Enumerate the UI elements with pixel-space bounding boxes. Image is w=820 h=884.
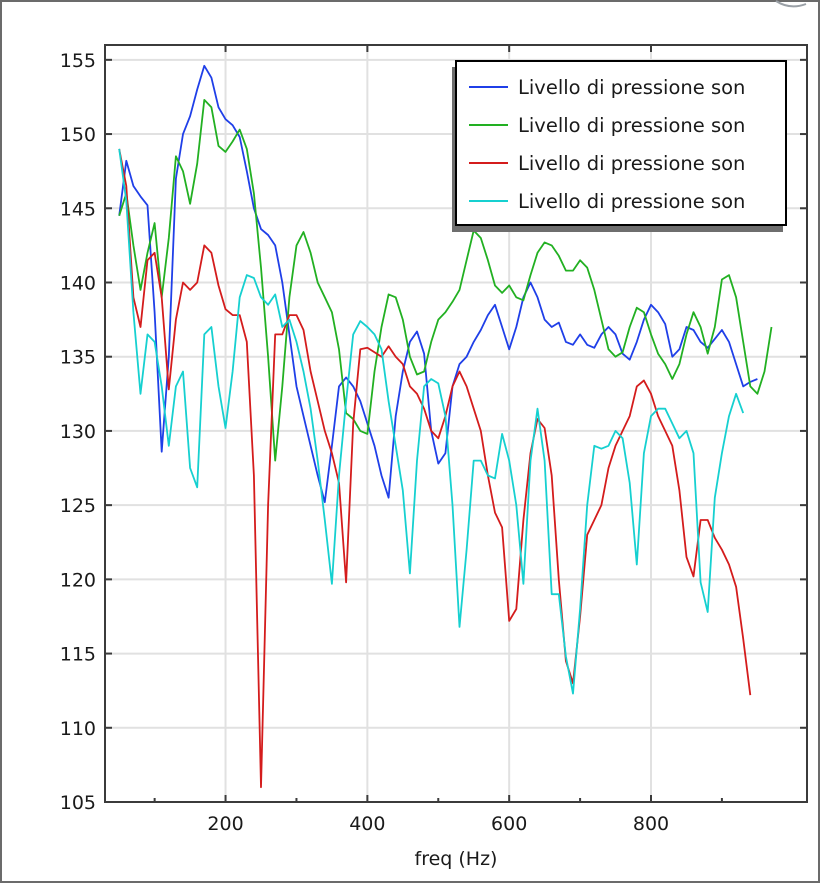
grid — [105, 45, 807, 803]
legend-label: Livello di pressione son — [518, 152, 745, 175]
x-tick-label: 600 — [491, 813, 527, 835]
legend-label: Livello di pressione son — [518, 76, 745, 99]
series-lines — [118, 64, 773, 789]
legend-item-4[interactable]: Livello di pressione son — [469, 190, 745, 213]
legend-item-1[interactable]: Livello di pressione son — [469, 76, 745, 99]
x-tick-label: 200 — [207, 813, 243, 835]
corner-icon — [775, 0, 807, 8]
legend-item-3[interactable]: Livello di pressione son — [469, 152, 745, 175]
y-tick-label: 105 — [60, 792, 96, 814]
y-tick-label: 125 — [60, 495, 96, 517]
tick-labels: 105 110 115 120 125 130 135 140 145 150 155 200 400 6… — [60, 50, 669, 835]
axis-ticks — [105, 45, 807, 803]
legend-label: Livello di pressione son — [518, 190, 745, 213]
legend-box — [455, 60, 787, 226]
y-tick-label: 145 — [60, 198, 96, 220]
legend-item-2[interactable]: Livello di pressione son — [469, 114, 745, 137]
y-tick-label: 150 — [60, 124, 96, 146]
series-line-3 — [118, 148, 752, 789]
series-line-2 — [118, 99, 773, 462]
x-tick-label: 800 — [633, 813, 669, 835]
series-line-1 — [118, 64, 758, 504]
y-tick-label: 155 — [60, 50, 96, 72]
y-tick-label: 140 — [60, 272, 96, 294]
legend[interactable]: Livello di pressione son Livello di press… — [452, 60, 787, 232]
legend-label: Livello di pressione son — [518, 114, 745, 137]
y-tick-label: 130 — [60, 421, 96, 443]
series-line-4 — [118, 148, 745, 695]
plot-border — [104, 44, 808, 803]
x-axis-label: freq (Hz) — [415, 848, 498, 870]
y-tick-label: 120 — [60, 569, 96, 591]
y-tick-label: 135 — [60, 347, 96, 369]
y-tick-label: 110 — [60, 718, 96, 740]
x-tick-label: 400 — [349, 813, 385, 835]
y-tick-label: 115 — [60, 644, 96, 666]
